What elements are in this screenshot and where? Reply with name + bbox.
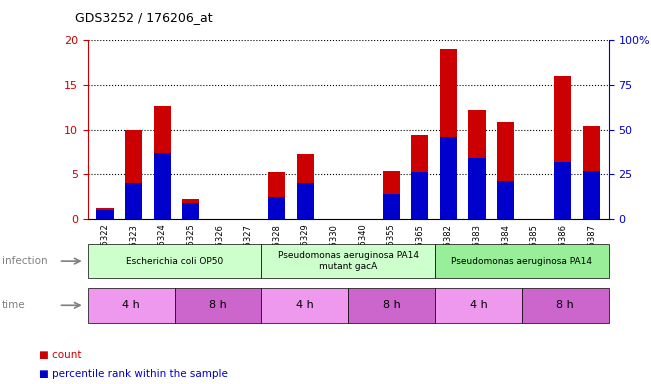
- Bar: [125, 131, 143, 219]
- Text: ■ count: ■ count: [39, 350, 81, 360]
- Text: 4 h: 4 h: [469, 300, 488, 310]
- Bar: [268, 197, 285, 219]
- Bar: [469, 158, 486, 219]
- Bar: [583, 126, 600, 219]
- Bar: [554, 76, 572, 219]
- Bar: [440, 137, 457, 219]
- Text: 8 h: 8 h: [383, 300, 400, 310]
- Bar: [182, 203, 199, 219]
- Bar: [125, 183, 143, 219]
- Text: 4 h: 4 h: [122, 300, 140, 310]
- Bar: [411, 172, 428, 219]
- Bar: [554, 162, 572, 219]
- Text: infection: infection: [2, 256, 48, 266]
- Text: GDS3252 / 176206_at: GDS3252 / 176206_at: [75, 12, 212, 25]
- Bar: [497, 181, 514, 219]
- Bar: [297, 154, 314, 219]
- Text: Pseudomonas aeruginosa PA14
mutant gacA: Pseudomonas aeruginosa PA14 mutant gacA: [278, 252, 419, 271]
- Bar: [268, 172, 285, 219]
- Bar: [297, 183, 314, 219]
- Text: ■ percentile rank within the sample: ■ percentile rank within the sample: [39, 369, 228, 379]
- Bar: [497, 122, 514, 219]
- Text: 4 h: 4 h: [296, 300, 314, 310]
- Bar: [411, 135, 428, 219]
- Bar: [383, 170, 400, 219]
- Text: Pseudomonas aeruginosa PA14: Pseudomonas aeruginosa PA14: [451, 257, 592, 266]
- Text: time: time: [2, 300, 25, 310]
- Bar: [182, 199, 199, 219]
- Text: Escherichia coli OP50: Escherichia coli OP50: [126, 257, 223, 266]
- Bar: [583, 170, 600, 219]
- Bar: [440, 49, 457, 219]
- Bar: [154, 153, 171, 219]
- Bar: [383, 194, 400, 219]
- Bar: [96, 208, 114, 219]
- Bar: [96, 210, 114, 219]
- Bar: [469, 110, 486, 219]
- Text: 8 h: 8 h: [557, 300, 574, 310]
- Text: 8 h: 8 h: [209, 300, 227, 310]
- Bar: [154, 106, 171, 219]
